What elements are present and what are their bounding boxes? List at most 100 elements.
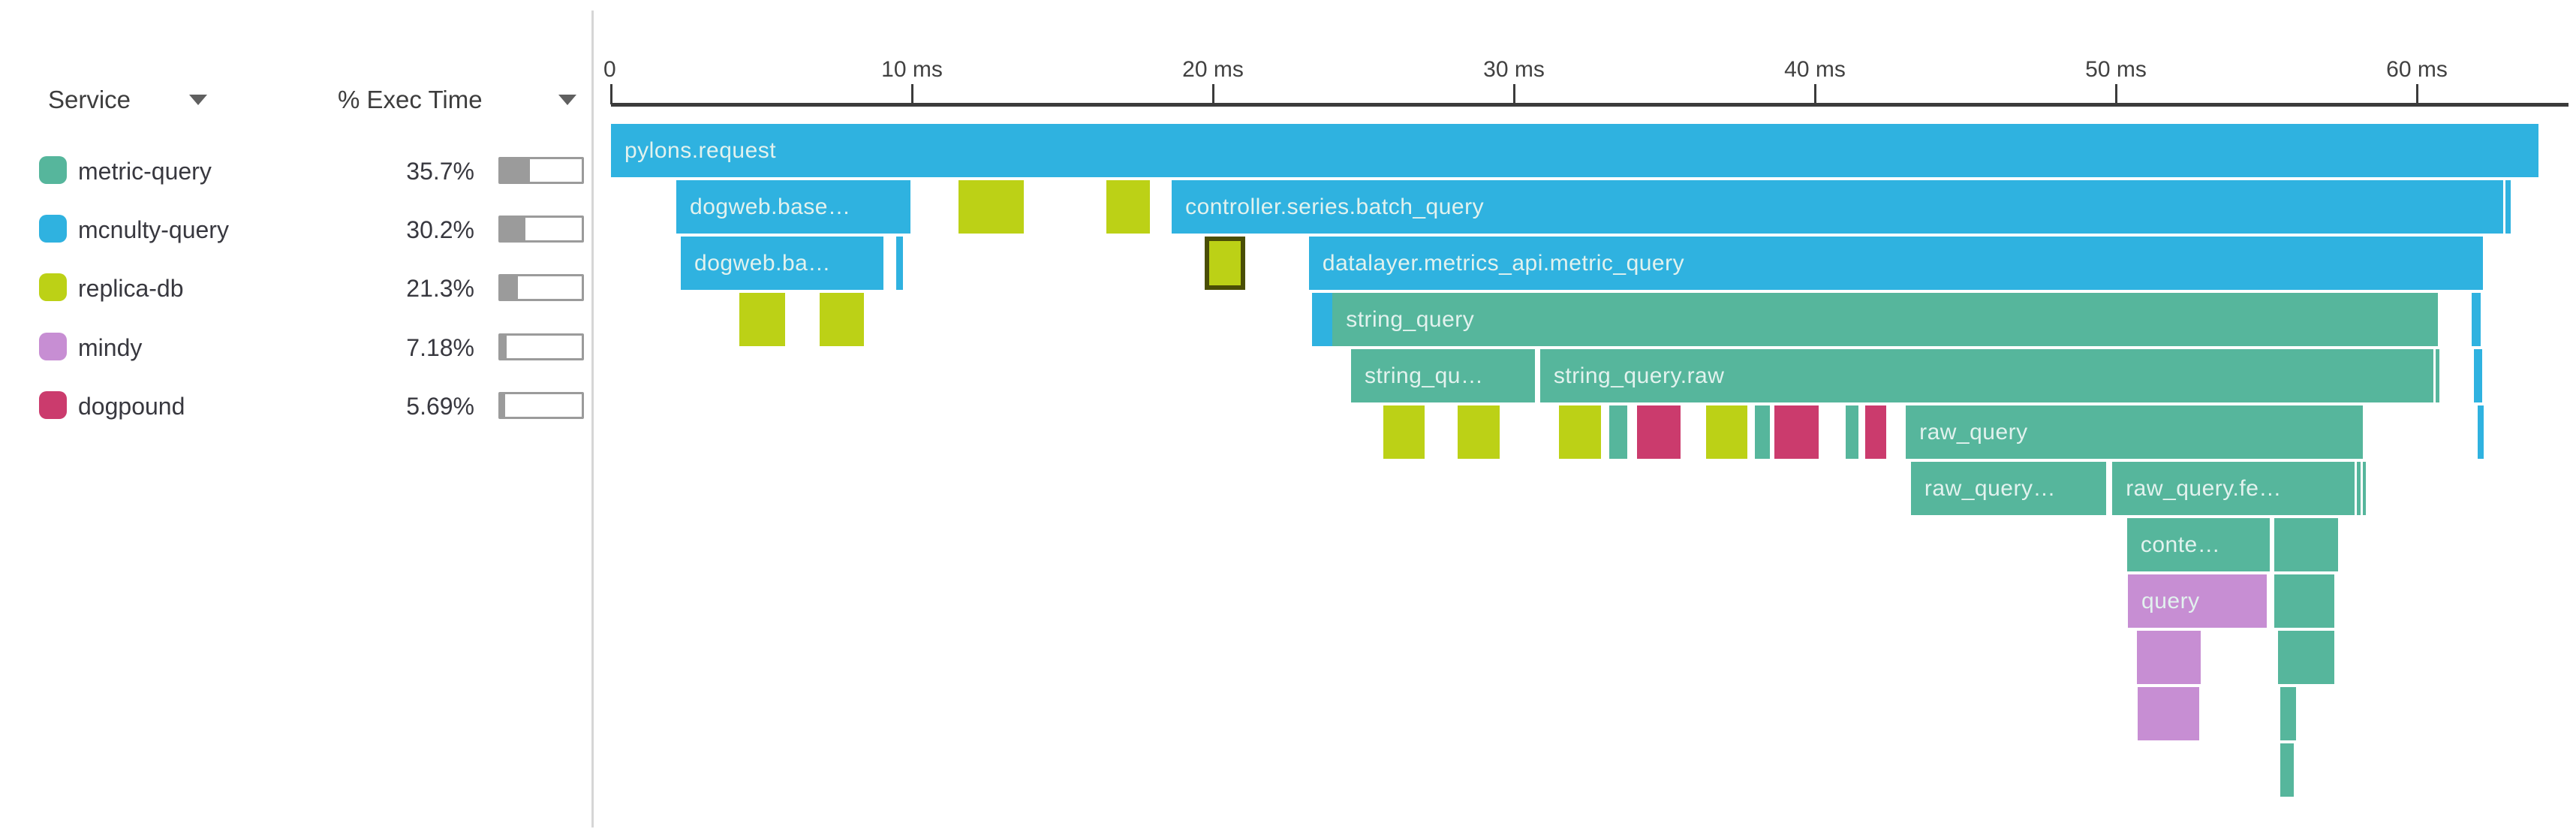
trace-span[interactable]: raw_query — [1906, 405, 2363, 459]
time-axis-line — [611, 103, 2568, 107]
trace-span[interactable]: pylons.request — [611, 124, 2539, 177]
legend-row-mindy[interactable]: mindy 7.18% — [0, 330, 591, 363]
trace-span[interactable] — [1609, 405, 1628, 459]
axis-tick-mark — [2416, 84, 2418, 104]
trace-span[interactable] — [2435, 349, 2439, 402]
axis-tick-label: 0 — [603, 57, 616, 82]
exec-time-value: 7.18% — [406, 334, 474, 361]
column-header-service[interactable]: Service — [48, 86, 131, 113]
exec-time-value: 30.2% — [406, 216, 474, 243]
trace-span[interactable] — [2274, 518, 2338, 571]
trace-span[interactable] — [819, 293, 864, 346]
exec-time-meter-fill — [501, 218, 525, 240]
axis-tick-mark — [1814, 84, 1816, 104]
panel-divider — [591, 11, 594, 827]
trace-span[interactable]: datalayer.metrics_api.metric_query — [1308, 237, 2483, 290]
trace-span-selected[interactable] — [1205, 237, 1245, 290]
exec-time-meter — [498, 392, 584, 419]
trace-span[interactable]: dogweb.ba… — [681, 237, 883, 290]
exec-time-meter — [498, 333, 584, 360]
axis-tick-mark — [1513, 84, 1515, 104]
trace-span[interactable] — [2137, 631, 2201, 684]
trace-span[interactable] — [2505, 180, 2511, 234]
trace-span[interactable] — [2356, 462, 2361, 515]
span-label: string_query — [1346, 307, 1475, 332]
trace-span[interactable]: string_qu… — [1351, 349, 1536, 402]
exec-time-value: 35.7% — [406, 158, 474, 185]
trace-span[interactable] — [2471, 293, 2481, 346]
trace-span[interactable] — [1559, 405, 1601, 459]
trace-span[interactable] — [2474, 349, 2482, 402]
trace-span[interactable] — [2362, 462, 2366, 515]
exec-time-value: 21.3% — [406, 275, 474, 302]
trace-span[interactable] — [1458, 405, 1500, 459]
trace-span[interactable] — [958, 180, 1025, 234]
trace-span[interactable] — [1864, 405, 1887, 459]
span-label: controller.series.batch_query — [1185, 194, 1485, 219]
legend-row-metric-query[interactable]: metric-query 35.7% — [0, 154, 591, 187]
service-sort-triangle-down-icon[interactable] — [189, 95, 207, 105]
trace-span[interactable] — [1311, 293, 1333, 346]
trace-span[interactable] — [1106, 180, 1151, 234]
column-header-exec-time[interactable]: % Exec Time — [338, 86, 483, 113]
span-label: pylons.request — [624, 138, 777, 163]
exec-time-meter-fill — [501, 394, 506, 417]
trace-span[interactable] — [1637, 405, 1681, 459]
legend-row-mcnulty-query[interactable]: mcnulty-query 30.2% — [0, 213, 591, 246]
axis-tick-label: 30 ms — [1483, 57, 1545, 82]
axis-tick-label: 20 ms — [1182, 57, 1244, 82]
service-color-swatch — [39, 391, 67, 419]
trace-span[interactable] — [739, 293, 786, 346]
axis-tick-mark — [1212, 84, 1214, 104]
trace-span[interactable] — [1845, 405, 1859, 459]
exec-time-meter — [498, 274, 584, 301]
axis-tick-mark — [610, 84, 612, 104]
axis-tick-label: 10 ms — [881, 57, 943, 82]
trace-span[interactable]: raw_query… — [1910, 462, 2107, 515]
trace-span[interactable] — [2278, 631, 2335, 684]
trace-span[interactable]: string_query — [1332, 293, 2439, 346]
span-label: raw_query.fe… — [2126, 476, 2282, 501]
span-label: raw_query — [1919, 420, 2028, 445]
span-label: conte… — [2140, 532, 2221, 557]
span-label: dogweb.ba… — [694, 251, 831, 276]
trace-span[interactable]: controller.series.batch_query — [1172, 180, 2504, 234]
trace-span[interactable] — [2280, 743, 2294, 797]
trace-span[interactable]: conte… — [2126, 518, 2270, 571]
span-label: raw_query… — [1924, 476, 2056, 501]
service-name: dogpound — [78, 393, 185, 420]
exec-time-meter — [498, 216, 584, 243]
span-label: string_query.raw — [1553, 363, 1725, 388]
service-name: replica-db — [78, 275, 184, 302]
legend-header: Service % Exec Time — [0, 84, 591, 117]
service-name: mindy — [78, 334, 143, 361]
service-name: mcnulty-query — [78, 216, 229, 243]
trace-span[interactable] — [1754, 405, 1770, 459]
exec-time-meter — [498, 157, 584, 184]
trace-span[interactable]: query — [2128, 574, 2267, 628]
trace-span[interactable] — [2274, 574, 2335, 628]
service-legend-panel: Service % Exec Time metric-query 35.7% m… — [0, 0, 591, 838]
trace-span[interactable] — [2280, 687, 2297, 740]
axis-tick-mark — [2115, 84, 2117, 104]
service-color-swatch — [39, 215, 67, 243]
legend-row-replica-db[interactable]: replica-db 21.3% — [0, 271, 591, 304]
trace-span[interactable] — [1774, 405, 1819, 459]
trace-span[interactable] — [2137, 687, 2200, 740]
service-color-swatch — [39, 156, 67, 184]
trace-span[interactable] — [2478, 405, 2484, 459]
trace-span[interactable] — [896, 237, 903, 290]
trace-span[interactable]: raw_query.fe… — [2112, 462, 2355, 515]
trace-span[interactable]: string_query.raw — [1539, 349, 2434, 402]
axis-tick-mark — [911, 84, 913, 104]
exec-time-value: 5.69% — [406, 393, 474, 420]
trace-span[interactable] — [1705, 405, 1748, 459]
trace-span[interactable] — [1383, 405, 1425, 459]
service-name: metric-query — [78, 158, 212, 185]
trace-span[interactable]: dogweb.base… — [676, 180, 910, 234]
exec-time-sort-triangle-down-icon[interactable] — [558, 95, 576, 105]
axis-tick-label: 60 ms — [2386, 57, 2448, 82]
legend-row-dogpound[interactable]: dogpound 5.69% — [0, 389, 591, 422]
span-label: dogweb.base… — [690, 194, 851, 219]
